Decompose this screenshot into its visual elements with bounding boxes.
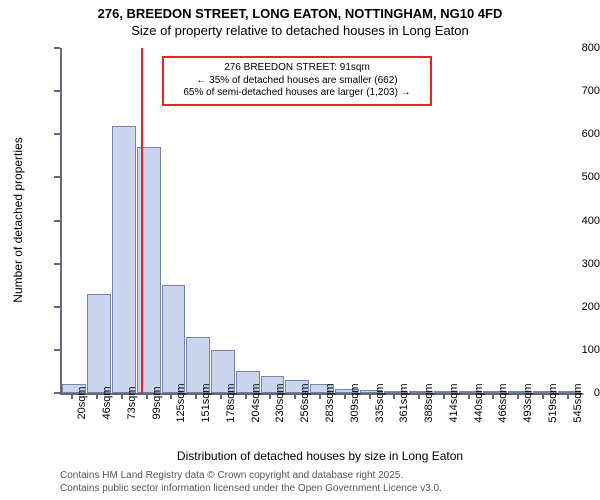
y-tick-mark — [54, 133, 60, 135]
y-tick-label: 200 — [550, 301, 600, 313]
y-tick-mark — [54, 306, 60, 308]
x-tick-label: 466sqm — [497, 383, 509, 422]
x-tick-mark — [294, 393, 296, 399]
x-tick-label: 283sqm — [324, 383, 336, 422]
x-tick-mark — [344, 393, 346, 399]
y-tick-mark — [54, 176, 60, 178]
x-tick-label: 125sqm — [175, 383, 187, 422]
footer-line1: Contains HM Land Registry data © Crown c… — [60, 469, 442, 482]
x-axis-label: Distribution of detached houses by size … — [60, 449, 580, 463]
y-tick-label: 400 — [550, 215, 600, 227]
y-tick-mark — [54, 263, 60, 265]
annotation-line2: ← 35% of detached houses are smaller (66… — [172, 75, 422, 88]
x-tick-label: 388sqm — [423, 383, 435, 422]
footer-text: Contains HM Land Registry data © Crown c… — [60, 469, 442, 495]
x-tick-label: 414sqm — [448, 383, 460, 422]
y-tick-mark — [54, 349, 60, 351]
x-tick-mark — [269, 393, 271, 399]
y-tick-label: 300 — [550, 258, 600, 270]
x-tick-mark — [121, 393, 123, 399]
footer-line2: Contains public sector information licen… — [60, 482, 442, 495]
x-tick-label: 151sqm — [200, 383, 212, 422]
y-tick-mark — [54, 47, 60, 49]
x-tick-mark — [71, 393, 73, 399]
x-tick-mark — [542, 393, 544, 399]
x-tick-label: 519sqm — [547, 383, 559, 422]
marker-line — [141, 48, 143, 393]
x-tick-label: 230sqm — [274, 383, 286, 422]
x-tick-label: 440sqm — [473, 383, 485, 422]
x-tick-mark — [418, 393, 420, 399]
y-tick-label: 800 — [550, 42, 600, 54]
x-tick-label: 46sqm — [101, 386, 113, 419]
x-tick-label: 20sqm — [76, 386, 88, 419]
y-tick-label: 500 — [550, 171, 600, 183]
annotation-line3: 65% of semi-detached houses are larger (… — [172, 87, 422, 100]
x-tick-mark — [195, 393, 197, 399]
y-tick-label: 100 — [550, 344, 600, 356]
histogram-bar — [162, 285, 186, 393]
y-tick-mark — [54, 90, 60, 92]
plot-area: 276 BREEDON STREET: 91sqm← 35% of detach… — [60, 48, 582, 395]
x-tick-mark — [517, 393, 519, 399]
x-tick-label: 361sqm — [398, 383, 410, 422]
x-tick-mark — [245, 393, 247, 399]
x-tick-label: 256sqm — [299, 383, 311, 422]
x-tick-label: 335sqm — [374, 383, 386, 422]
y-tick-label: 600 — [550, 128, 600, 140]
x-tick-mark — [393, 393, 395, 399]
x-tick-mark — [220, 393, 222, 399]
histogram-bar — [87, 294, 111, 393]
x-tick-mark — [146, 393, 148, 399]
x-tick-mark — [319, 393, 321, 399]
x-tick-mark — [96, 393, 98, 399]
x-tick-label: 204sqm — [250, 383, 262, 422]
annotation-line1: 276 BREEDON STREET: 91sqm — [172, 62, 422, 75]
chart-title-line2: Size of property relative to detached ho… — [0, 21, 600, 38]
x-tick-mark — [170, 393, 172, 399]
chart-title-line1: 276, BREEDON STREET, LONG EATON, NOTTING… — [0, 0, 600, 21]
y-tick-label: 700 — [550, 85, 600, 97]
x-tick-label: 309sqm — [349, 383, 361, 422]
x-tick-mark — [567, 393, 569, 399]
x-tick-mark — [369, 393, 371, 399]
x-tick-label: 545sqm — [572, 383, 584, 422]
x-tick-mark — [468, 393, 470, 399]
x-tick-label: 73sqm — [126, 386, 138, 419]
y-tick-mark — [54, 220, 60, 222]
x-tick-label: 178sqm — [225, 383, 237, 422]
x-tick-label: 99sqm — [151, 386, 163, 419]
histogram-bar — [112, 126, 136, 393]
x-tick-label: 493sqm — [522, 383, 534, 422]
y-axis-label: Number of detached properties — [11, 120, 25, 320]
y-tick-mark — [54, 392, 60, 394]
x-tick-mark — [492, 393, 494, 399]
annotation-box: 276 BREEDON STREET: 91sqm← 35% of detach… — [162, 56, 432, 106]
chart-container: 276, BREEDON STREET, LONG EATON, NOTTING… — [0, 0, 600, 500]
x-tick-mark — [443, 393, 445, 399]
